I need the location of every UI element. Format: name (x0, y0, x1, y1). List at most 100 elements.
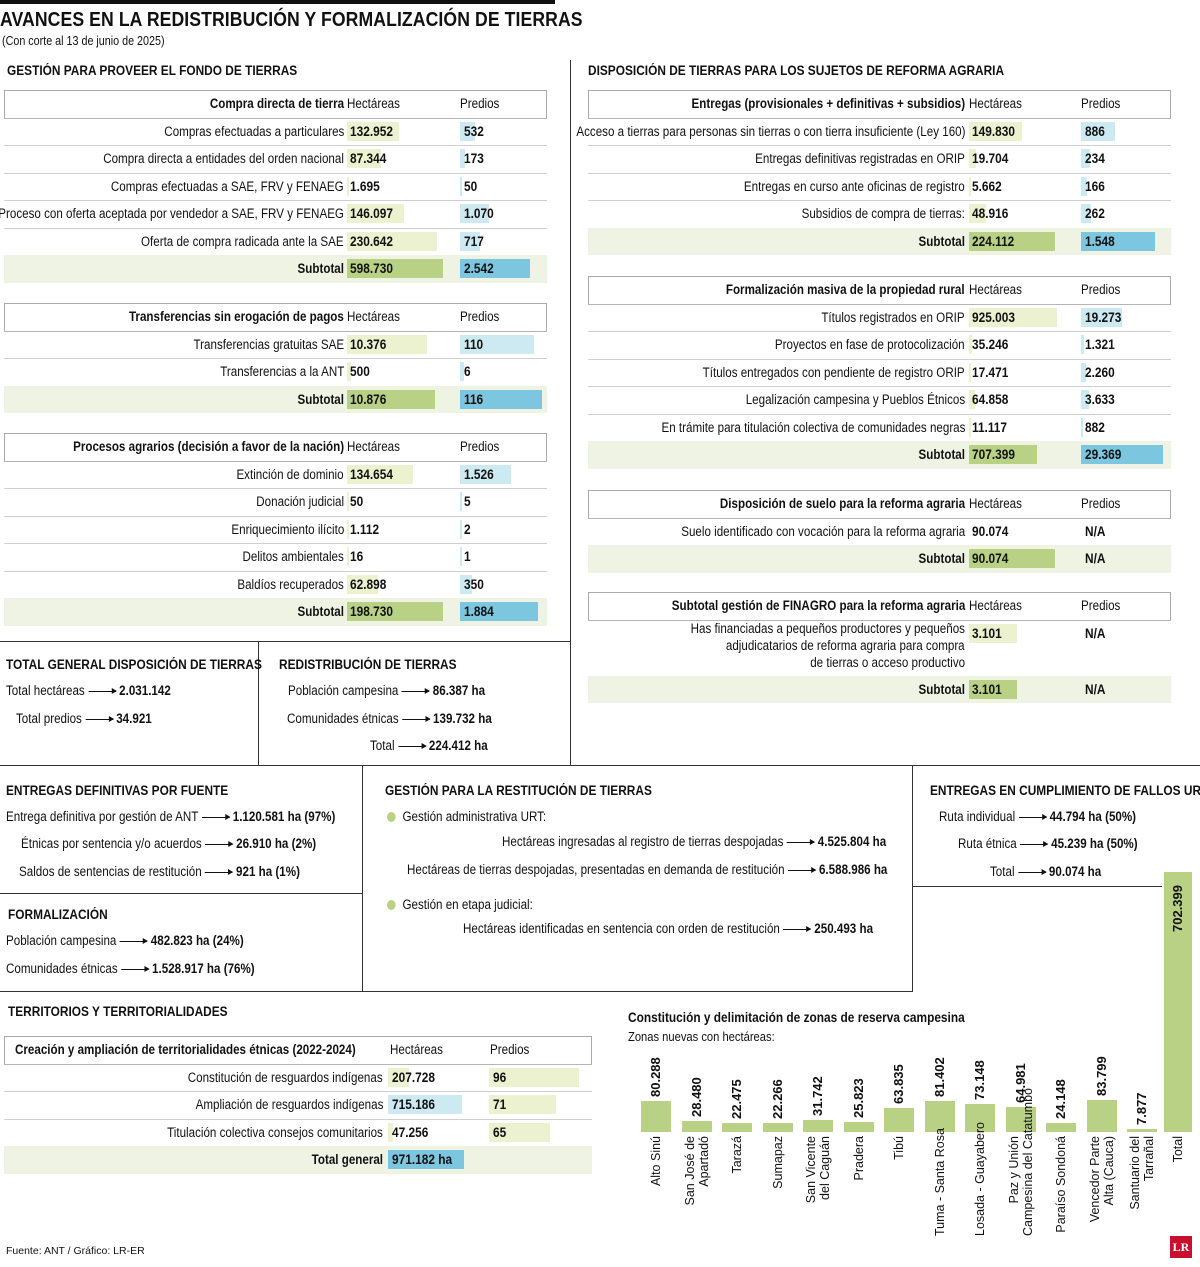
hectareas-bar (969, 149, 977, 168)
chart-title: Constitución y delimitación de zonas de … (628, 1010, 965, 1025)
fallos-urt-item: Ruta individual 44.794 ha (50%) (939, 809, 1137, 824)
arrow-icon (786, 838, 816, 845)
subtotal-row: Subtotal 224.112 1.548 (588, 227, 1171, 255)
table-row: Enriquecimiento ilícito 1.112 2 (4, 516, 547, 544)
arrow-icon (783, 925, 812, 932)
table-row: Suelo identificado con vocación para la … (588, 518, 1171, 546)
predios-header: Predios (1081, 598, 1121, 613)
row-label: Titulación colectiva consejos comunitari… (167, 1124, 383, 1140)
hectareas-bar (347, 204, 404, 223)
arrow-icon (1017, 868, 1047, 875)
redistribucion-item: Total 224.412 ha (370, 738, 488, 753)
predios-bar (460, 574, 472, 594)
predios-bar (460, 519, 462, 539)
arrow-icon (401, 687, 431, 694)
row-label: Compras efectuadas a particulares (163, 123, 344, 139)
hectareas-bar (969, 362, 971, 382)
hectareas-bar (347, 547, 349, 566)
table-row: Entregas definitivas registradas en ORIP… (588, 145, 1171, 174)
row-label: Transferencias gratuitas SAE (193, 336, 344, 352)
territorios-header-label: Creación y ampliación de territorialidad… (15, 1042, 356, 1057)
hectareas-bar (347, 231, 437, 251)
restitucion-admin-item: Hectáreas ingresadas al registro de tier… (502, 834, 887, 849)
subtotal-row: Subtotal 90.074 N/A (588, 545, 1171, 573)
predios-bar (460, 231, 480, 251)
predios-bar (1081, 335, 1084, 354)
hectareas-value: 5.662 (972, 178, 1002, 194)
subtotal-predios-bar (460, 259, 530, 278)
predios-value: N/A (1085, 523, 1106, 539)
formalizacion-header-label: Formalización masiva de la propiedad rur… (726, 282, 965, 297)
chart-value-label: 73.148 (972, 1060, 987, 1101)
table-row: Donación judicial 50 5 (4, 488, 547, 517)
entregas-header-box (588, 90, 1171, 118)
arrow-icon (788, 866, 817, 873)
fallos-urt-title: ENTREGAS EN CUMPLIMIENTO DE FALLOS URT (930, 783, 1200, 798)
predios-header: Predios (490, 1042, 530, 1057)
subtotal-predios-value: 1.548 (1085, 233, 1115, 249)
subtotal-row: Subtotal 3.101 N/A (588, 675, 1171, 703)
subtotal-predios-value: 116 (464, 391, 484, 407)
lr-logo: LR (1170, 1236, 1192, 1258)
predios-value: 2 (464, 521, 471, 537)
hectareas-value: 48.916 (972, 206, 1009, 221)
subtotal-hectareas-bar (969, 679, 1017, 699)
row-label: Transferencias a la ANT (219, 364, 344, 379)
chart-value-label: 28.480 (688, 1077, 704, 1118)
table-row: Constitución de resguardos indígenas 207.… (4, 1064, 592, 1092)
predios-header: Predios (1081, 282, 1121, 297)
predios-header: Predios (460, 96, 500, 111)
page-title: AVANCES EN LA REDISTRIBUCIÓN Y FORMALIZA… (0, 8, 583, 31)
predios-bar (460, 492, 462, 511)
suelo-header-row: Disposición de suelo para la reforma agr… (588, 490, 1171, 519)
restitucion-judicial-label: Gestión en etapa judicial: (387, 891, 533, 918)
chart-bar (681, 1121, 712, 1132)
hectareas-bar (388, 1122, 393, 1142)
table-row: Proceso con oferta aceptada por vendedor… (0, 200, 547, 229)
hectareas-bar (347, 464, 413, 484)
table-row: Títulos entregados con pendiente de regi… (588, 359, 1171, 387)
hectareas-bar (347, 519, 349, 539)
chart-category-line: Total (1171, 1136, 1185, 1163)
hectareas-bar (347, 334, 428, 354)
table-row: Titulación colectiva consejos comunitari… (4, 1119, 592, 1147)
restitucion-judicial-item: Hectáreas identificadas en sentencia con… (463, 921, 874, 936)
hectareas-value: 62.898 (350, 576, 387, 592)
fallos-urt-item: Total 90.074 ha (990, 864, 1102, 879)
predios-value: 234 (1085, 151, 1105, 166)
entregas-header-label: Entregas (provisionales + definitivas + … (691, 96, 965, 111)
territorios-title: TERRITORIOS Y TERRITORIALIDADES (8, 1004, 228, 1019)
divider-v-restitucion-right (912, 765, 913, 991)
formalizacion-header-row: Formalización masiva de la propiedad rur… (588, 276, 1171, 305)
disposicion-title: DISPOSICIÓN DE TIERRAS PARA LOS SUJETOS … (588, 63, 1005, 78)
chart-category-label: Losada - Guayabero (973, 1122, 987, 1236)
suelo-header-box (588, 490, 1171, 518)
chart-category-line: Pradera (851, 1136, 866, 1181)
row-label: Proyectos en fase de protocolización (775, 337, 965, 352)
entregas-header-row: Entregas (provisionales + definitivas + … (588, 90, 1171, 119)
chart-category-line: Paraíso Sondoná (1054, 1136, 1068, 1233)
predios-bar (1081, 149, 1091, 168)
divider-h1 (0, 641, 571, 642)
hectareas-bar (347, 149, 382, 168)
total-hectareas-line: Total hectáreas 2.031.142 (6, 683, 171, 698)
hectareas-bar (347, 574, 378, 594)
chart-value-label: 25.823 (850, 1078, 866, 1119)
subtotal-hectareas-bar (347, 602, 443, 621)
row-label: Legalización campesina y Pueblos Étnicos (745, 392, 965, 407)
suelo-header-label: Disposición de suelo para la reforma agr… (719, 496, 965, 511)
chart-category-line: Santuario del (1128, 1136, 1142, 1210)
restitucion-title: GESTIÓN PARA LA RESTITUCIÓN DE TIERRAS (385, 783, 652, 798)
predios-value: 96 (493, 1069, 507, 1085)
top-rule (0, 0, 555, 4)
predios-value: 6 (464, 364, 471, 379)
subtotal-row: Subtotal 198.730 1.884 (4, 598, 547, 626)
hectareas-value: 500 (350, 364, 370, 379)
transferencias-header-label: Transferencias sin erogación de pagos (129, 309, 344, 324)
row-label: Entregas en curso ante oficinas de regis… (744, 178, 965, 194)
predios-bar (1081, 390, 1089, 409)
predios-value: 19.273 (1085, 309, 1122, 325)
chart-bar (965, 1104, 995, 1132)
predios-bar (460, 204, 490, 223)
row-label: En trámite para titulación colectiva de … (661, 419, 965, 435)
